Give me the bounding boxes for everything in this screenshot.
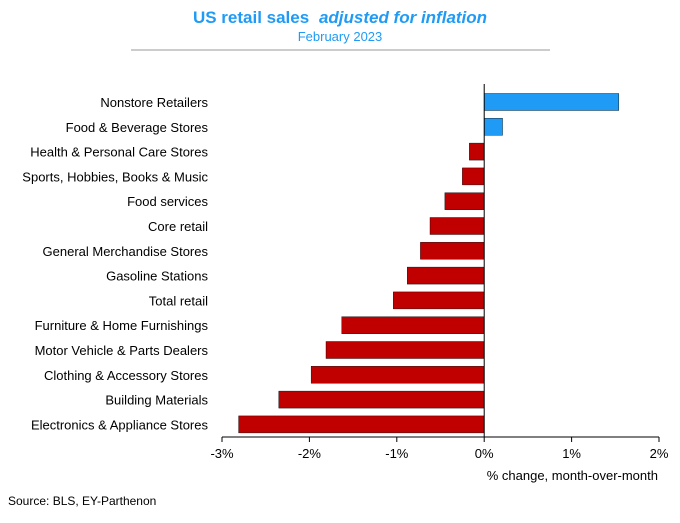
- bar: [469, 142, 485, 161]
- source-note: Source: BLS, EY-Parthenon: [8, 494, 156, 508]
- category-label: Core retail: [148, 219, 208, 234]
- bar: [310, 366, 485, 384]
- category-label: Nonstore Retailers: [100, 95, 208, 110]
- bars-group: [238, 93, 619, 434]
- category-label: Health & Personal Care Stores: [30, 145, 208, 160]
- category-label: Building Materials: [105, 393, 208, 408]
- bar: [341, 316, 485, 334]
- chart-title-main: US retail sales: [193, 8, 309, 27]
- bar: [444, 192, 485, 210]
- bar: [484, 93, 619, 111]
- bar: [407, 266, 485, 285]
- category-label: Food services: [127, 194, 208, 209]
- bar: [393, 291, 485, 310]
- category-labels: Nonstore Retailers Food & Beverage Stores…: [22, 95, 208, 432]
- category-label: Gasoline Stations: [106, 269, 208, 284]
- x-tick-label: 0%: [475, 446, 494, 461]
- x-tick-label: -3%: [210, 446, 234, 461]
- chart-title-emphasis: adjusted for inflation: [319, 8, 487, 27]
- bar: [429, 217, 485, 235]
- bar: [484, 118, 503, 136]
- bar: [238, 415, 485, 434]
- category-label: Electronics & Appliance Stores: [31, 417, 209, 432]
- category-label: Food & Beverage Stores: [66, 120, 209, 135]
- x-axis: -3% -2% -1% 0% 1% 2%: [210, 436, 669, 461]
- chart-title: US retail sales adjusted for inflation: [193, 8, 487, 27]
- category-label: Total retail: [149, 293, 208, 308]
- category-label: Motor Vehicle & Parts Dealers: [35, 343, 209, 358]
- x-tick-label: 1%: [562, 446, 581, 461]
- bar: [325, 341, 485, 359]
- bar: [278, 390, 485, 409]
- chart-subtitle: February 2023: [298, 29, 383, 44]
- category-label: Sports, Hobbies, Books & Music: [22, 169, 208, 184]
- category-label: Clothing & Accessory Stores: [44, 368, 209, 383]
- x-tick-label: -1%: [385, 446, 409, 461]
- bar: [420, 242, 485, 260]
- x-tick-label: -2%: [298, 446, 322, 461]
- category-label: General Merchandise Stores: [43, 244, 209, 259]
- bar: [462, 167, 485, 186]
- category-label: Furniture & Home Furnishings: [35, 318, 209, 333]
- x-tick-label: 2%: [650, 446, 669, 461]
- x-axis-title: % change, month-over-month: [487, 468, 658, 483]
